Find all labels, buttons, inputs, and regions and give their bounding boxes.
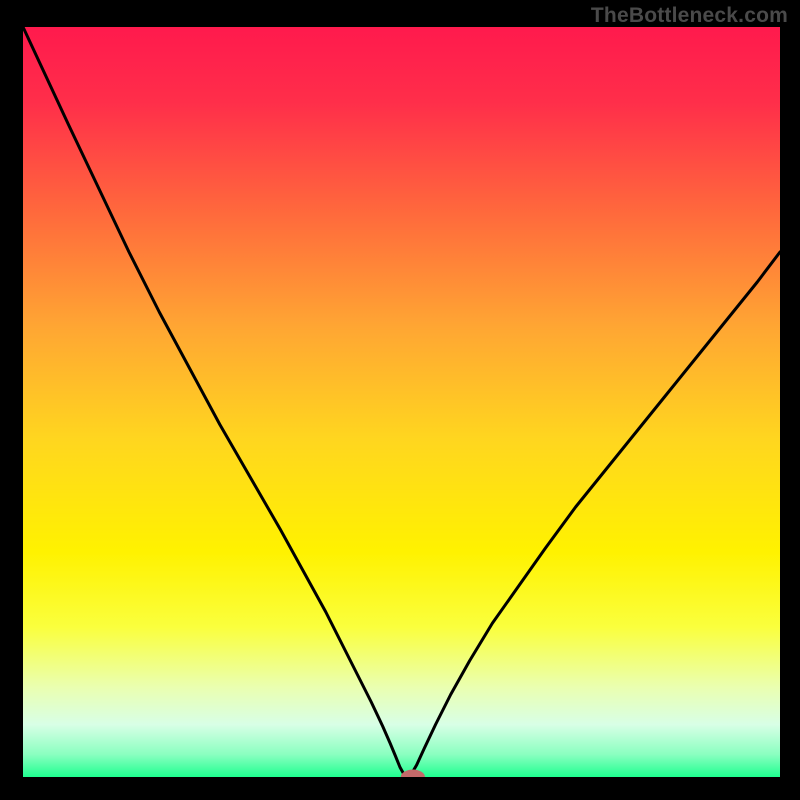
- bottleneck-chart: [23, 27, 780, 777]
- chart-frame: TheBottleneck.com: [0, 0, 800, 800]
- plot-background: [23, 27, 780, 777]
- watermark-text: TheBottleneck.com: [591, 4, 788, 28]
